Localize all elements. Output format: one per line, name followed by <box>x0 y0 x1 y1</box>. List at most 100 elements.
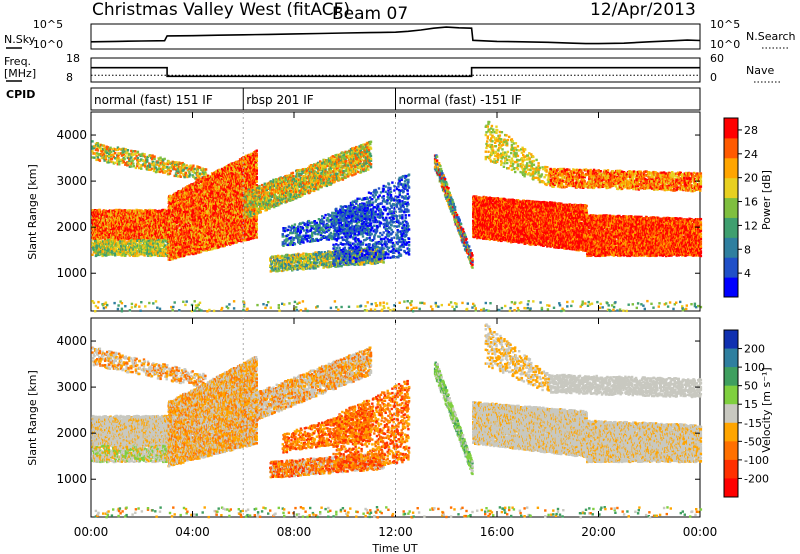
power-cell <box>154 228 158 231</box>
power-cell <box>151 230 154 234</box>
power-cell <box>146 158 149 162</box>
power-cell <box>144 236 148 240</box>
power-cell <box>152 213 155 216</box>
power-cell <box>112 246 115 249</box>
power-cell <box>116 245 120 248</box>
power-cell <box>118 161 121 164</box>
power-cell <box>152 251 155 255</box>
power-cell <box>151 253 154 257</box>
power-cell <box>127 250 130 253</box>
power-cell <box>110 150 113 154</box>
power-cell <box>118 152 121 155</box>
power-cell <box>103 150 106 154</box>
power-cell <box>98 229 102 233</box>
power-cell <box>114 161 117 164</box>
power-cell <box>98 215 102 218</box>
noise-right-tick-bottom: 10^0 <box>710 38 740 51</box>
power-cell <box>162 220 166 224</box>
power-cell <box>158 240 162 243</box>
power-cell <box>92 223 95 226</box>
power-cell <box>97 231 100 234</box>
power-cell <box>94 250 98 253</box>
power-cell <box>144 252 147 255</box>
power-cell <box>94 223 98 226</box>
power-cell <box>158 252 162 255</box>
cpid-segment-label: rbsp 201 IF <box>246 93 313 107</box>
power-cell <box>145 230 148 233</box>
power-cell <box>106 151 109 155</box>
power-cell <box>164 249 167 253</box>
power-cell <box>107 249 110 253</box>
power-cell <box>119 252 122 255</box>
power-cell <box>97 224 100 227</box>
power-cell <box>134 254 137 257</box>
power-cell <box>163 217 166 220</box>
power-cell <box>102 247 105 251</box>
power-cell <box>114 254 117 257</box>
power-cell <box>116 148 120 151</box>
power-cell <box>110 231 114 234</box>
power-cell <box>102 144 106 147</box>
power-cell <box>131 250 134 254</box>
power-cell <box>148 243 152 246</box>
power-cell <box>139 248 142 251</box>
power-cell <box>147 229 150 232</box>
power-cell <box>100 240 104 243</box>
power-cell <box>151 227 154 231</box>
power-cell <box>112 241 116 245</box>
power-cell <box>136 212 139 215</box>
power-cell <box>141 244 144 247</box>
power-cell <box>94 142 98 146</box>
power-cell <box>151 239 154 242</box>
power-cell <box>130 252 133 255</box>
power-cell <box>116 163 120 166</box>
power-cell <box>136 254 139 258</box>
power-cell <box>101 249 104 252</box>
power-cell <box>117 156 120 160</box>
power-cell <box>148 250 151 254</box>
power-cell <box>138 230 141 233</box>
power-cell <box>97 238 100 241</box>
power-cell <box>107 222 110 225</box>
power-cell <box>145 219 148 222</box>
power-cell <box>143 153 146 156</box>
power-cell <box>114 239 117 242</box>
power-cell <box>97 251 100 255</box>
power-cell <box>96 231 99 235</box>
power-cell <box>142 246 145 249</box>
power-cell <box>131 229 134 232</box>
power-cell <box>106 245 109 249</box>
power-cell <box>138 251 142 254</box>
power-cell <box>122 252 125 256</box>
power-cell <box>101 229 104 233</box>
power-cell <box>117 153 120 157</box>
power-cell <box>159 245 162 248</box>
power-cell <box>155 242 158 245</box>
power-cell <box>146 250 150 253</box>
power-cell <box>154 223 157 226</box>
power-cell <box>110 153 113 157</box>
power-cell <box>124 245 128 248</box>
power-cell <box>129 242 132 245</box>
power-cell <box>98 159 102 162</box>
power-cell <box>124 254 127 257</box>
power-cell <box>120 246 124 249</box>
power-cell <box>124 232 127 235</box>
power-cell <box>94 238 98 241</box>
power-cell <box>134 243 137 247</box>
power-cell <box>95 212 98 216</box>
power-cell <box>161 251 164 255</box>
power-cell <box>92 235 96 239</box>
power-cell <box>123 239 126 243</box>
power-cell <box>110 219 114 222</box>
power-cell <box>114 210 117 213</box>
power-cell <box>112 225 115 228</box>
power-cell <box>165 245 168 249</box>
power-cell <box>128 152 131 156</box>
power-cell <box>110 240 114 243</box>
power-cell <box>103 147 106 150</box>
power-cell <box>102 215 105 218</box>
power-cell <box>118 225 121 229</box>
power-cell <box>108 155 111 158</box>
